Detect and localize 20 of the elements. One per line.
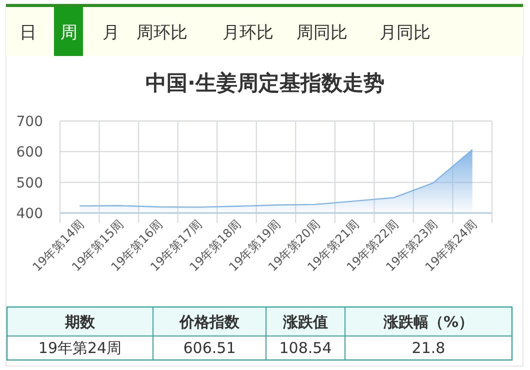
y-tick-label: 700 bbox=[16, 114, 43, 130]
text: 108.54 bbox=[279, 339, 332, 357]
text: 月 bbox=[102, 23, 120, 43]
text: 日 bbox=[20, 23, 36, 43]
text: 月同比 bbox=[380, 23, 430, 43]
text: 价格指数 bbox=[178, 313, 240, 331]
text: 周 bbox=[60, 23, 78, 43]
text: 周同比 bbox=[296, 23, 348, 43]
y-tick-label: 600 bbox=[16, 144, 43, 161]
text: 21.8 bbox=[412, 339, 446, 357]
y-tick-label: 400 bbox=[16, 206, 43, 222]
text: 19年第24周 bbox=[38, 339, 122, 357]
text: 涨跌值 bbox=[282, 313, 328, 331]
text: 606.51 bbox=[183, 339, 236, 357]
chart-title: 中国·生姜周定基指数走势 bbox=[146, 71, 384, 95]
text: 涨跌幅（%） bbox=[382, 313, 474, 331]
text: 期数 bbox=[64, 313, 96, 331]
text: 月环比 bbox=[222, 23, 274, 43]
text: 周环比 bbox=[136, 23, 188, 43]
y-tick-label: 500 bbox=[16, 175, 43, 192]
